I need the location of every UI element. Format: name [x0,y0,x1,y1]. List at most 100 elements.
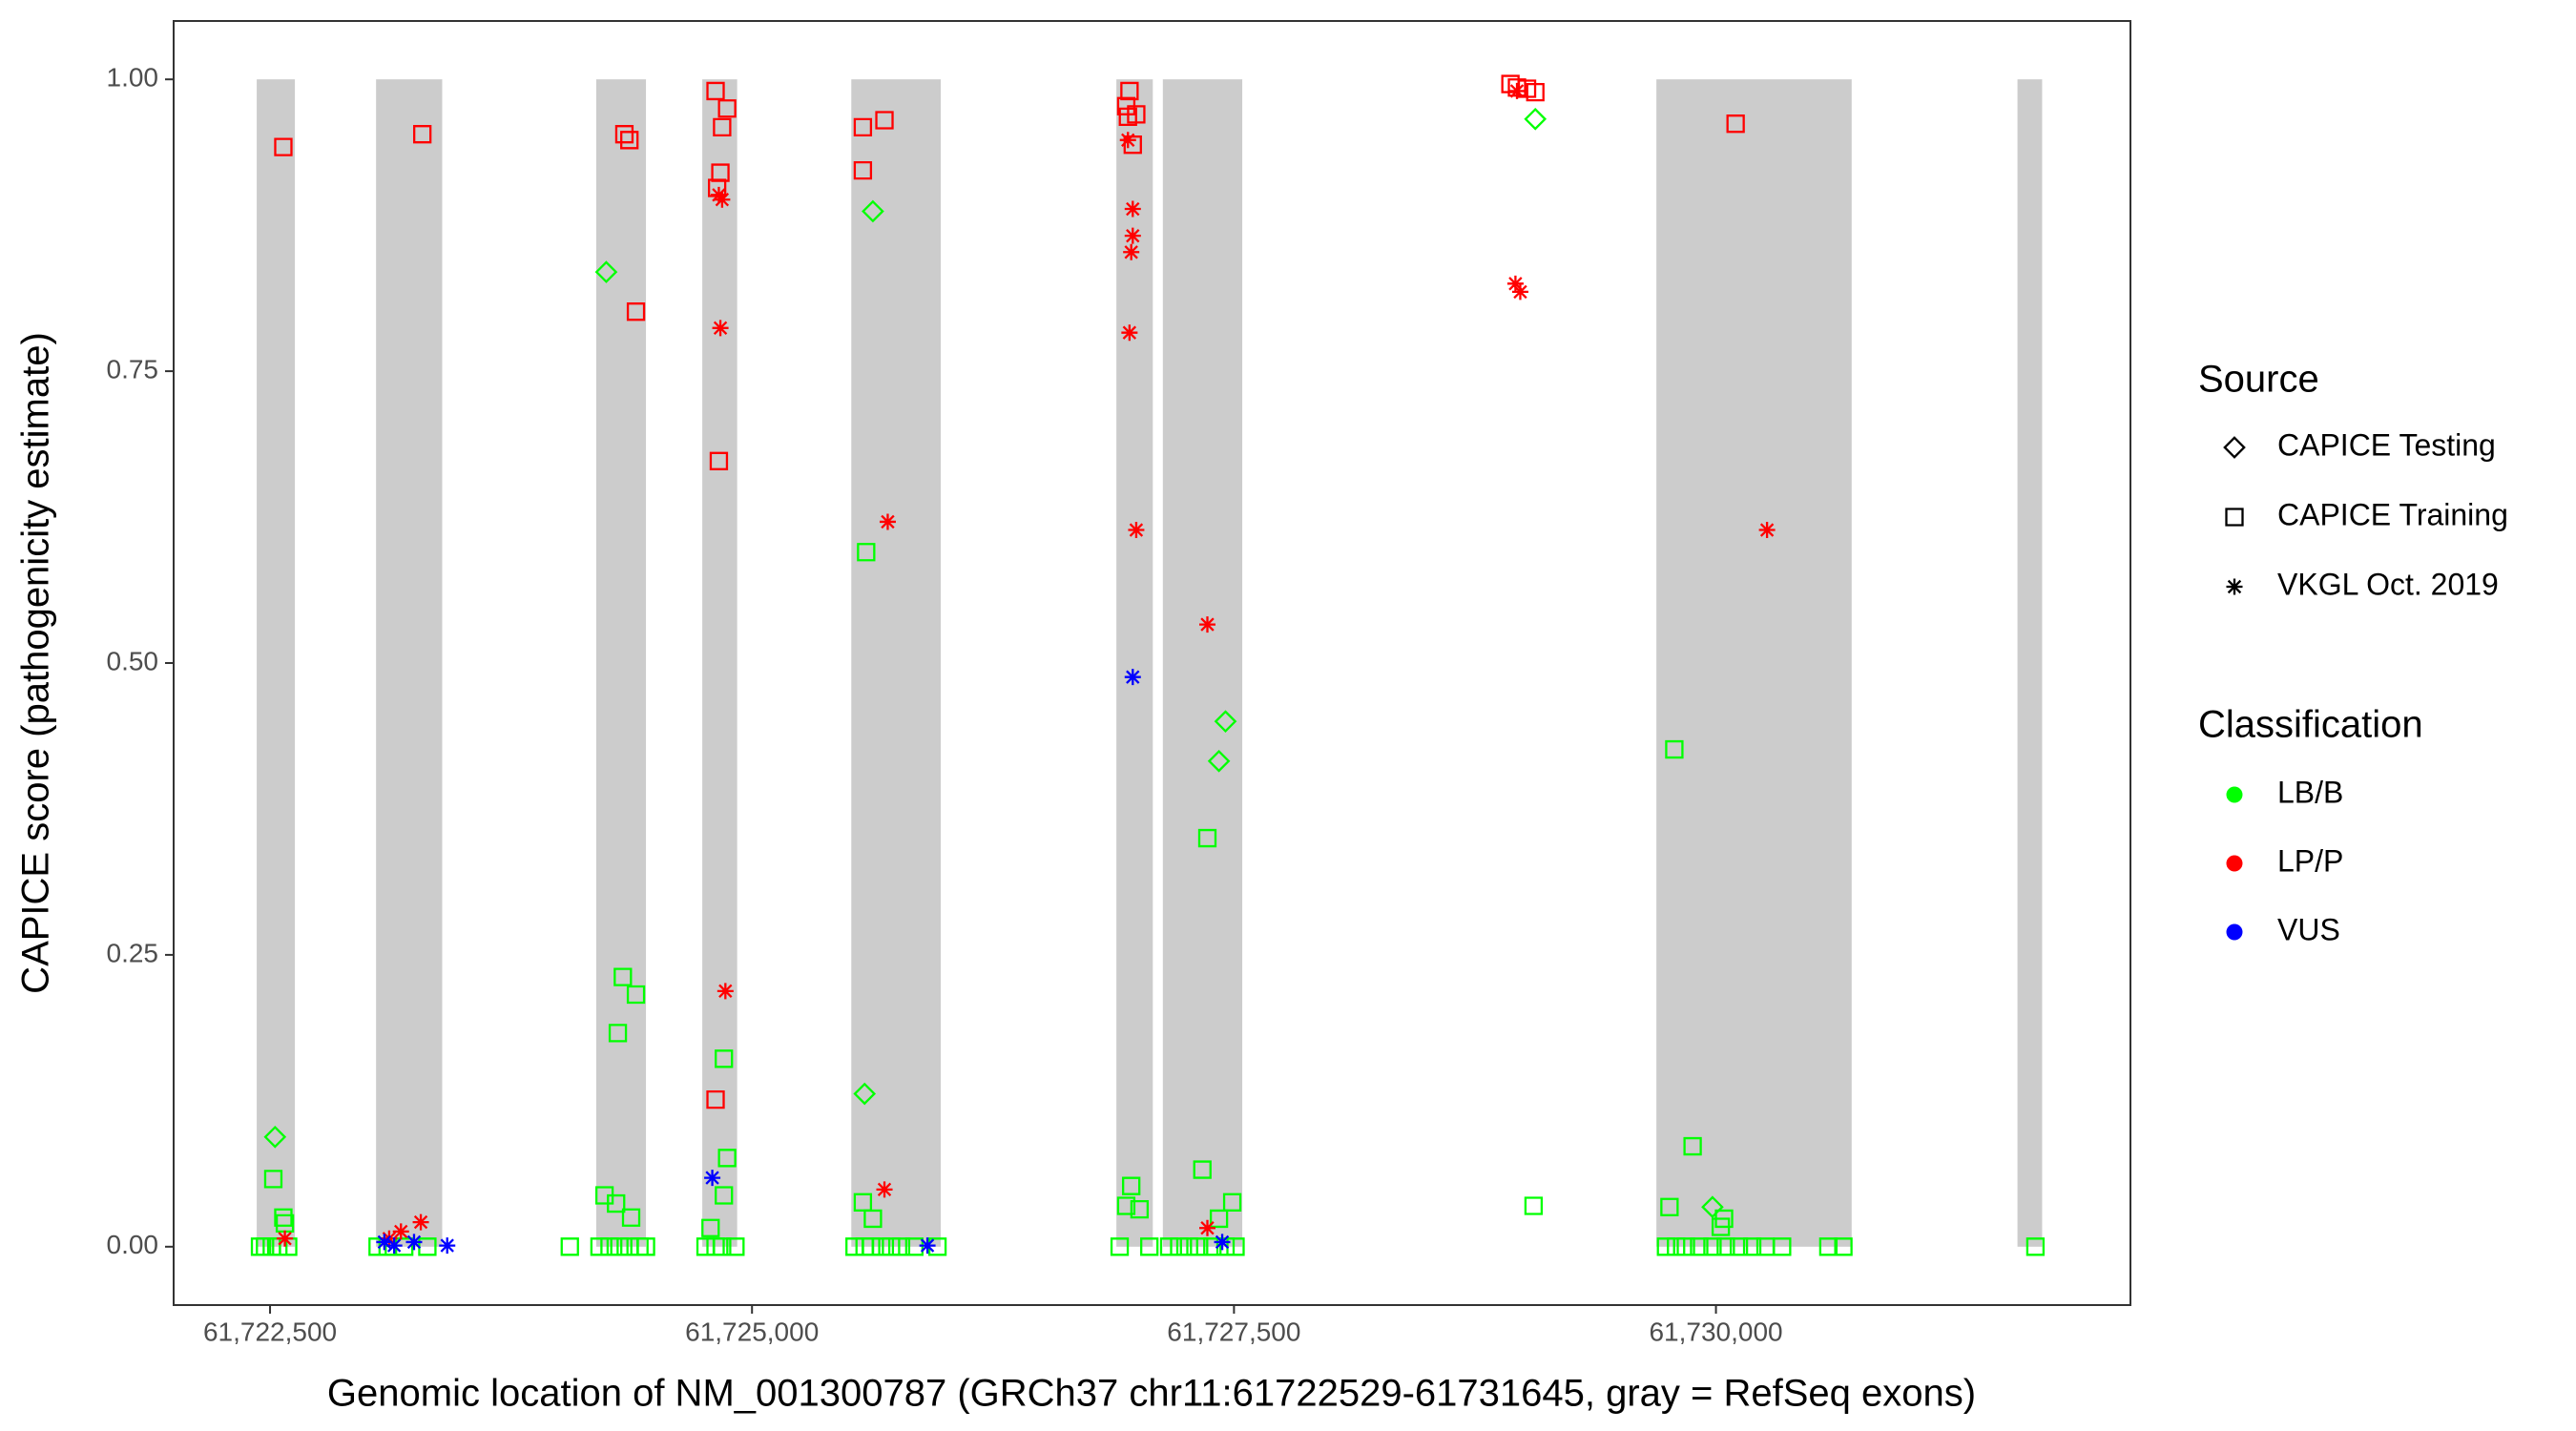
data-point [709,451,729,470]
data-point [715,1186,734,1205]
data-point [711,163,730,182]
y-tick-label: 0.75 [107,354,159,384]
data-point [1524,1196,1544,1215]
data-point [1124,669,1141,686]
data-point [1714,1209,1734,1229]
data-point [1701,1195,1724,1219]
data-point [620,131,639,150]
data-point [1122,1176,1141,1195]
data-point [275,1213,295,1233]
data-point [1124,200,1141,218]
data-point [613,967,633,986]
data-point [1511,283,1528,301]
data-point [1118,107,1137,126]
legend-label: CAPICE Testing [2277,427,2496,462]
legend-key [2226,578,2243,595]
data-point [1214,710,1237,734]
y-axis-title: CAPICE score (pathogenicity estimate) [15,332,57,994]
y-tick-label: 0.50 [107,646,159,675]
data-point [875,111,894,130]
data-point [1127,105,1146,124]
data-point [706,1089,725,1110]
data-point [607,1193,626,1213]
exon-band [257,79,296,1247]
data-point [1526,82,1545,102]
data-point [274,137,293,156]
data-point [560,1237,579,1256]
data-point [919,1237,936,1255]
data-point [277,1230,294,1247]
legend-title: Classification [2198,704,2423,746]
legend-label: VUS [2277,912,2340,946]
data-point [1120,81,1139,101]
data-point [376,1234,393,1251]
data-point [853,117,873,137]
data-point [413,125,432,144]
y-tick-label: 0.00 [107,1230,159,1259]
data-point [263,1125,287,1149]
data-point [1128,522,1145,539]
data-point [714,191,731,208]
data-point [717,99,737,118]
y-tick-label: 0.25 [107,938,159,967]
data-point [1665,739,1684,759]
exon-band [1116,79,1153,1247]
data-point [1508,82,1526,99]
data-point [701,1218,720,1237]
data-point [263,1170,283,1189]
legend-key [2225,508,2244,527]
data-point [1198,1219,1215,1236]
data-point [1226,1237,1245,1256]
data-point [1121,324,1138,342]
data-point [863,1209,883,1229]
data-point [439,1237,456,1255]
y-tick-label: 1.00 [107,63,159,93]
data-point [614,125,634,144]
data-point [1726,114,1745,134]
data-point [608,1024,628,1043]
data-point [1506,275,1524,292]
data-point [713,117,732,137]
data-point [621,1208,641,1227]
data-point [1130,1200,1150,1219]
data-point [704,1170,721,1187]
data-point [1683,1136,1702,1156]
exon-band [1656,79,1852,1247]
data-point [862,199,884,223]
exon-band [595,79,647,1247]
x-tick-label: 61,727,500 [1167,1317,1300,1346]
data-point [1711,1217,1731,1236]
legend-key [2223,436,2246,459]
data-point [385,1237,403,1255]
data-point [715,1049,734,1068]
x-tick-label: 61,725,000 [685,1317,819,1346]
data-point [405,1234,423,1251]
exon-band [1162,79,1243,1247]
data-point [712,320,729,337]
data-point [853,1082,877,1106]
data-point [1524,107,1548,131]
legend-label: LP/P [2277,843,2343,878]
data-point [1119,132,1136,149]
x-tick-label: 61,730,000 [1649,1317,1782,1346]
data-point [1123,135,1142,155]
data-point [1207,749,1231,773]
data-point [1116,1196,1136,1215]
legend-label: LB/B [2277,775,2343,809]
legend-label: CAPICE Training [2277,497,2508,531]
data-point [1222,1192,1242,1212]
data-point [857,543,876,562]
data-point [1660,1197,1679,1216]
panel-border [173,20,2131,1306]
data-point [876,1181,893,1198]
data-point [1110,1237,1130,1256]
data-point [626,985,646,1005]
data-point [1193,1160,1212,1179]
data-point [418,1237,437,1256]
legend-label: VKGL Oct. 2019 [2277,567,2499,601]
data-point [717,983,734,1000]
x-tick-label: 61,722,500 [203,1317,337,1346]
data-point [395,1237,414,1256]
data-point [1123,243,1140,260]
